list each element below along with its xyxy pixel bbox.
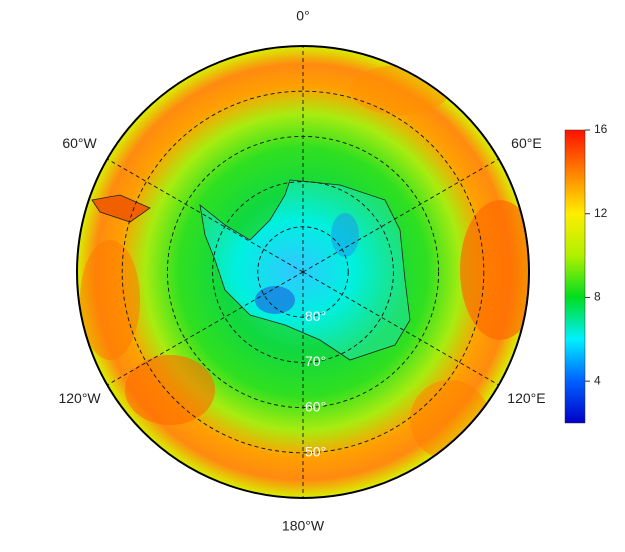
field-patch (80, 240, 140, 360)
meridian-label: 0° (296, 8, 309, 24)
meridian-line (107, 271, 304, 386)
field-patch (255, 286, 295, 314)
parallel-line (121, 90, 485, 454)
field-patch (410, 380, 490, 460)
field-patch (460, 200, 529, 340)
land (91, 194, 151, 223)
meridian-label: 120°E (507, 390, 545, 406)
colorbar-tick-label: 4 (594, 373, 601, 387)
field-patch (350, 65, 450, 115)
colorbar-tick-label: 12 (594, 206, 608, 220)
colorbar (564, 129, 586, 424)
meridian-label: 60°W (62, 135, 97, 151)
parallel-line (212, 181, 394, 363)
meridian-label: 180°W (282, 518, 325, 534)
parallel-label: 50° (305, 444, 326, 460)
meridian-label: 60°E (511, 135, 542, 151)
meridian-line (107, 158, 304, 273)
field (77, 46, 529, 498)
colorbar-tick-label: 16 (594, 122, 608, 136)
map-boundary (76, 45, 530, 499)
antarctica (199, 179, 411, 361)
parallel-label: 70° (305, 353, 326, 369)
meridian-label: 120°W (58, 390, 101, 406)
field-patch (125, 355, 215, 425)
meridian-line (302, 271, 499, 386)
parallel-label: 60° (305, 398, 326, 414)
parallel-label: 80° (305, 308, 326, 324)
field-patch (331, 213, 359, 257)
meridian-line (302, 158, 499, 273)
colorbar-tick-label: 8 (594, 290, 601, 304)
graticule (107, 46, 499, 498)
